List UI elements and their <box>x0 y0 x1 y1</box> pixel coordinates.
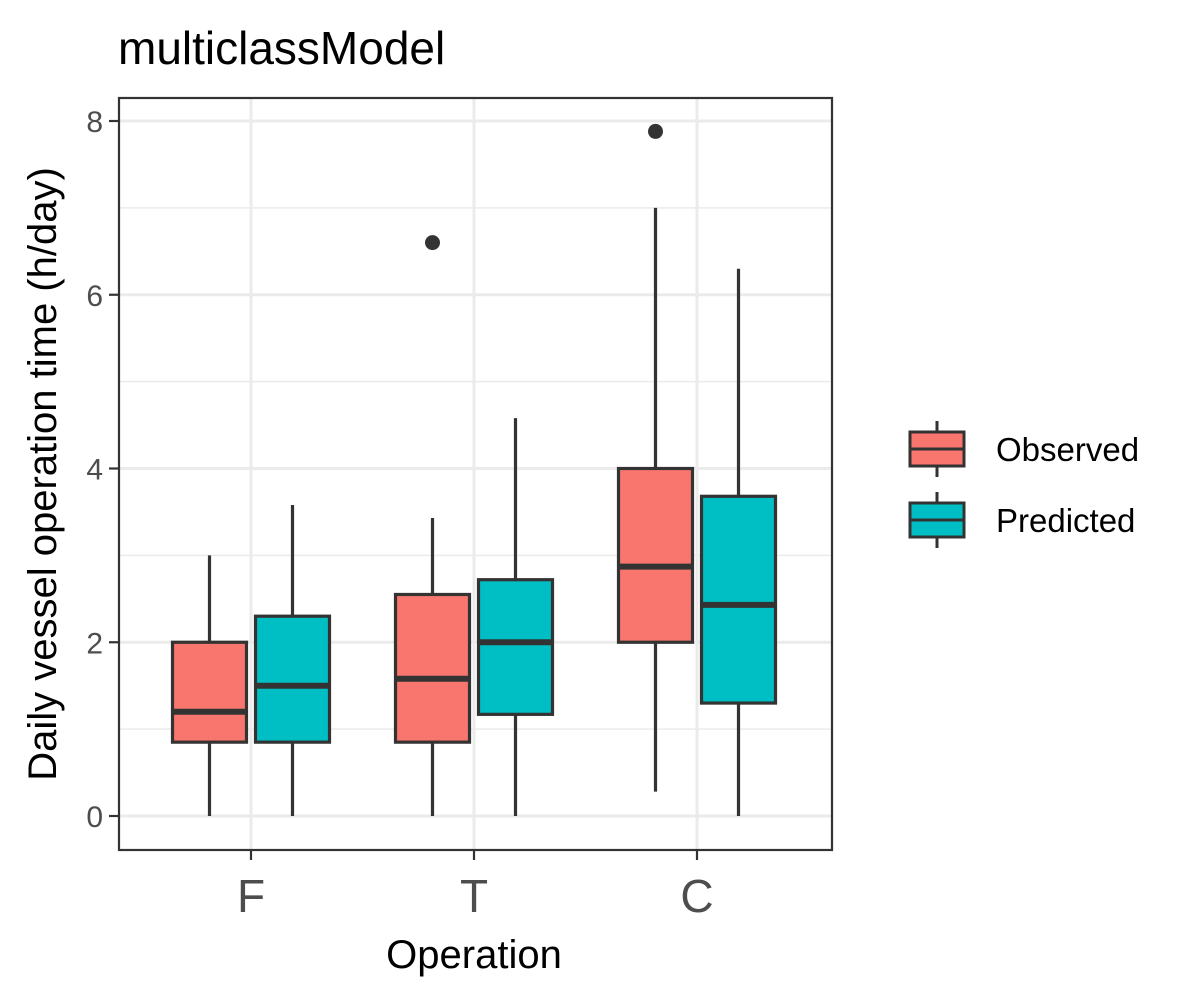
x-tick-label: T <box>460 870 488 922</box>
legend: Observed Predicted <box>908 421 1139 548</box>
y-axis: 0 2 4 6 8 <box>86 106 119 834</box>
legend-label: Predicted <box>996 502 1135 539</box>
outlier-point <box>648 123 663 139</box>
boxes <box>170 123 778 816</box>
iqr-box <box>253 614 332 744</box>
y-tick-label: 0 <box>86 801 103 834</box>
iqr-box <box>616 466 695 644</box>
outlier-point <box>425 235 440 251</box>
iqr-box <box>170 640 249 744</box>
chart-title: multiclassModel <box>118 22 445 74</box>
y-tick-label: 4 <box>86 454 103 487</box>
box-predicted-C <box>699 268 778 816</box>
legend-item-predicted: Predicted <box>908 492 1135 548</box>
y-tick-label: 8 <box>86 106 103 139</box>
box-observed-F <box>170 555 249 816</box>
y-axis-title: Daily vessel operation time (h/day) <box>21 167 65 781</box>
x-tick-label: F <box>237 870 265 922</box>
iqr-box <box>393 592 472 744</box>
x-tick-label: C <box>680 870 713 922</box>
plot-panel-border <box>117 96 834 852</box>
box-predicted-F <box>253 504 332 816</box>
iqr-box <box>699 494 778 705</box>
y-tick-label: 6 <box>86 280 103 313</box>
iqr-box <box>476 578 555 716</box>
x-axis-title: Operation <box>386 933 562 977</box>
legend-label: Observed <box>996 431 1139 468</box>
y-tick-label: 2 <box>86 627 103 660</box>
box-observed-C <box>616 123 695 792</box>
legend-item-observed: Observed <box>908 421 1139 477</box>
box-predicted-T <box>476 418 555 816</box>
box-observed-T <box>393 235 472 816</box>
